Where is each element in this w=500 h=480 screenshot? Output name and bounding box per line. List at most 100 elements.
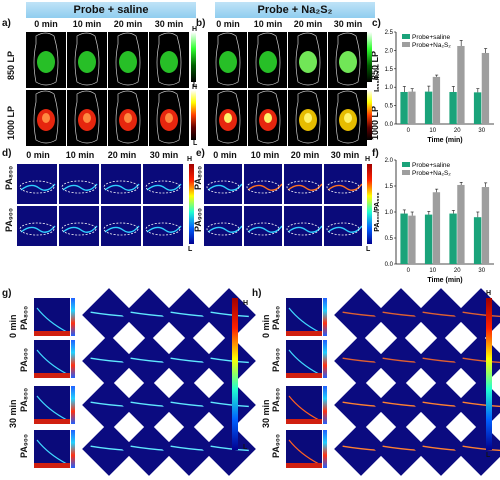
- slice-strip: [323, 298, 327, 336]
- y-tick-label: 1.5: [385, 184, 394, 190]
- pa-3d-render: [202, 334, 256, 388]
- time-label: 20 min: [113, 19, 143, 29]
- panel-label-b: b): [196, 18, 206, 29]
- y-axis-label: PA₈₀₀/PA₉₀₀: [374, 192, 381, 231]
- row-label-0min: 0 min: [8, 314, 18, 338]
- row-label-30min: 30 min: [8, 399, 18, 428]
- pa-image: [59, 206, 99, 246]
- nir-mouse-image: [149, 90, 189, 146]
- time-label: 0 min: [26, 150, 50, 160]
- row-label-pa900: PA₉₀₀: [4, 208, 14, 232]
- row-label-0min: 0 min: [261, 314, 271, 338]
- row-label-pa900: PA₉₀₀: [19, 434, 29, 458]
- legend-label: Probe+saline: [412, 34, 451, 41]
- bar-chart-c: 0.0 0.5 1.0 1.5 2.0 2.5 0 10 20 30 Time (min) I₈₅₀/…: [374, 30, 494, 144]
- pa-3d-render: [202, 422, 256, 476]
- pa-image: [244, 164, 282, 204]
- y-tick-label: 0.0: [385, 262, 394, 268]
- scale-high: H: [192, 26, 198, 33]
- bar: [408, 215, 416, 264]
- slice-strip: [71, 386, 75, 424]
- colorbar-jet: [367, 164, 372, 244]
- row-label-pa900: PA₉₀₀: [271, 434, 281, 458]
- row-label-850lp: 850 LP: [6, 50, 16, 80]
- pa-image: [284, 206, 322, 246]
- nir-mouse-image: [248, 32, 287, 88]
- colorbar-green: [191, 32, 196, 82]
- panel-label-c: c): [372, 18, 381, 29]
- time-label: 30 min: [330, 150, 360, 160]
- scale-high: H: [243, 300, 249, 307]
- scale-low: L: [486, 452, 491, 459]
- bar: [481, 52, 490, 124]
- colorbar-hot: [191, 90, 196, 140]
- pa-image: [17, 164, 57, 204]
- nir-mouse-image: [108, 90, 148, 146]
- legend-label: Probe+Na₂S₂: [412, 170, 451, 177]
- x-tick-label: 20: [454, 268, 461, 274]
- pa-image: [284, 164, 322, 204]
- y-tick-label: 2.5: [385, 30, 394, 36]
- pa-image: [143, 164, 183, 204]
- bar: [424, 91, 433, 124]
- scale-high: H: [192, 84, 198, 91]
- time-label: 10 min: [253, 19, 283, 29]
- scale-low: L: [193, 140, 198, 147]
- row-label-pa800: PA₈₀₀: [271, 387, 281, 412]
- nir-mouse-image: [288, 90, 327, 146]
- row-label-pa900: PA₉₀₀: [271, 348, 281, 372]
- y-axis-label: I₈₅₀/I₁₀₀₀: [374, 64, 381, 92]
- pa-3d-render: [454, 288, 500, 342]
- panel-label-d: d): [2, 148, 12, 159]
- scale-low: L: [193, 82, 198, 89]
- y-tick-label: 1.5: [385, 67, 394, 73]
- pa-3d-render: [454, 378, 500, 432]
- time-label: 10 min: [250, 150, 280, 160]
- nir-mouse-image: [208, 32, 247, 88]
- x-tick-label: 30: [478, 268, 485, 274]
- panel-label-h: h): [252, 288, 262, 299]
- pa-image: [101, 164, 141, 204]
- panel-label-a: a): [2, 18, 11, 29]
- row-label-pa800: PA₈₀₀: [4, 165, 14, 190]
- time-label: 20 min: [293, 19, 323, 29]
- scale-low: L: [188, 246, 193, 253]
- legend-swatch: [402, 42, 410, 47]
- bar: [449, 91, 457, 124]
- legend-swatch: [402, 34, 410, 39]
- x-axis-label: Time (min): [427, 277, 462, 284]
- time-label: 0 min: [34, 19, 58, 29]
- nir-mouse-image: [328, 90, 367, 146]
- pa-image: [204, 206, 242, 246]
- row-label-pa800: PA₈₀₀: [193, 165, 203, 190]
- nir-mouse-image: [149, 32, 189, 88]
- x-tick-label: 10: [429, 268, 436, 274]
- pa-slice-image: [34, 386, 70, 424]
- legend-label: Probe+Na₂S₂: [412, 42, 451, 49]
- x-tick-label: 0: [407, 128, 411, 134]
- bar: [473, 217, 482, 264]
- pa-3d-render: [202, 288, 256, 342]
- pa-slice-image: [34, 298, 70, 336]
- legend-swatch: [402, 170, 410, 175]
- slice-strip: [323, 340, 327, 378]
- x-tick-label: 30: [478, 128, 485, 134]
- pa-slice-image: [286, 386, 322, 424]
- x-axis-label: Time (min): [427, 137, 462, 144]
- x-tick-label: 20: [454, 128, 461, 134]
- time-label: 20 min: [107, 150, 137, 160]
- slice-strip: [323, 430, 327, 468]
- pa-image: [244, 206, 282, 246]
- nir-mouse-image: [108, 32, 148, 88]
- slice-strip: [71, 298, 75, 336]
- y-tick-label: 1.0: [385, 85, 394, 91]
- y-tick-label: 0.5: [385, 236, 394, 242]
- nir-mouse-image: [67, 90, 107, 146]
- colorbar-green: [367, 32, 372, 82]
- bar: [408, 91, 416, 124]
- nir-mouse-image: [288, 32, 327, 88]
- pa-image: [143, 206, 183, 246]
- time-label: 30 min: [333, 19, 363, 29]
- colorbar-hot: [367, 90, 372, 140]
- row-label-1000lp: 1000 LP: [6, 105, 16, 140]
